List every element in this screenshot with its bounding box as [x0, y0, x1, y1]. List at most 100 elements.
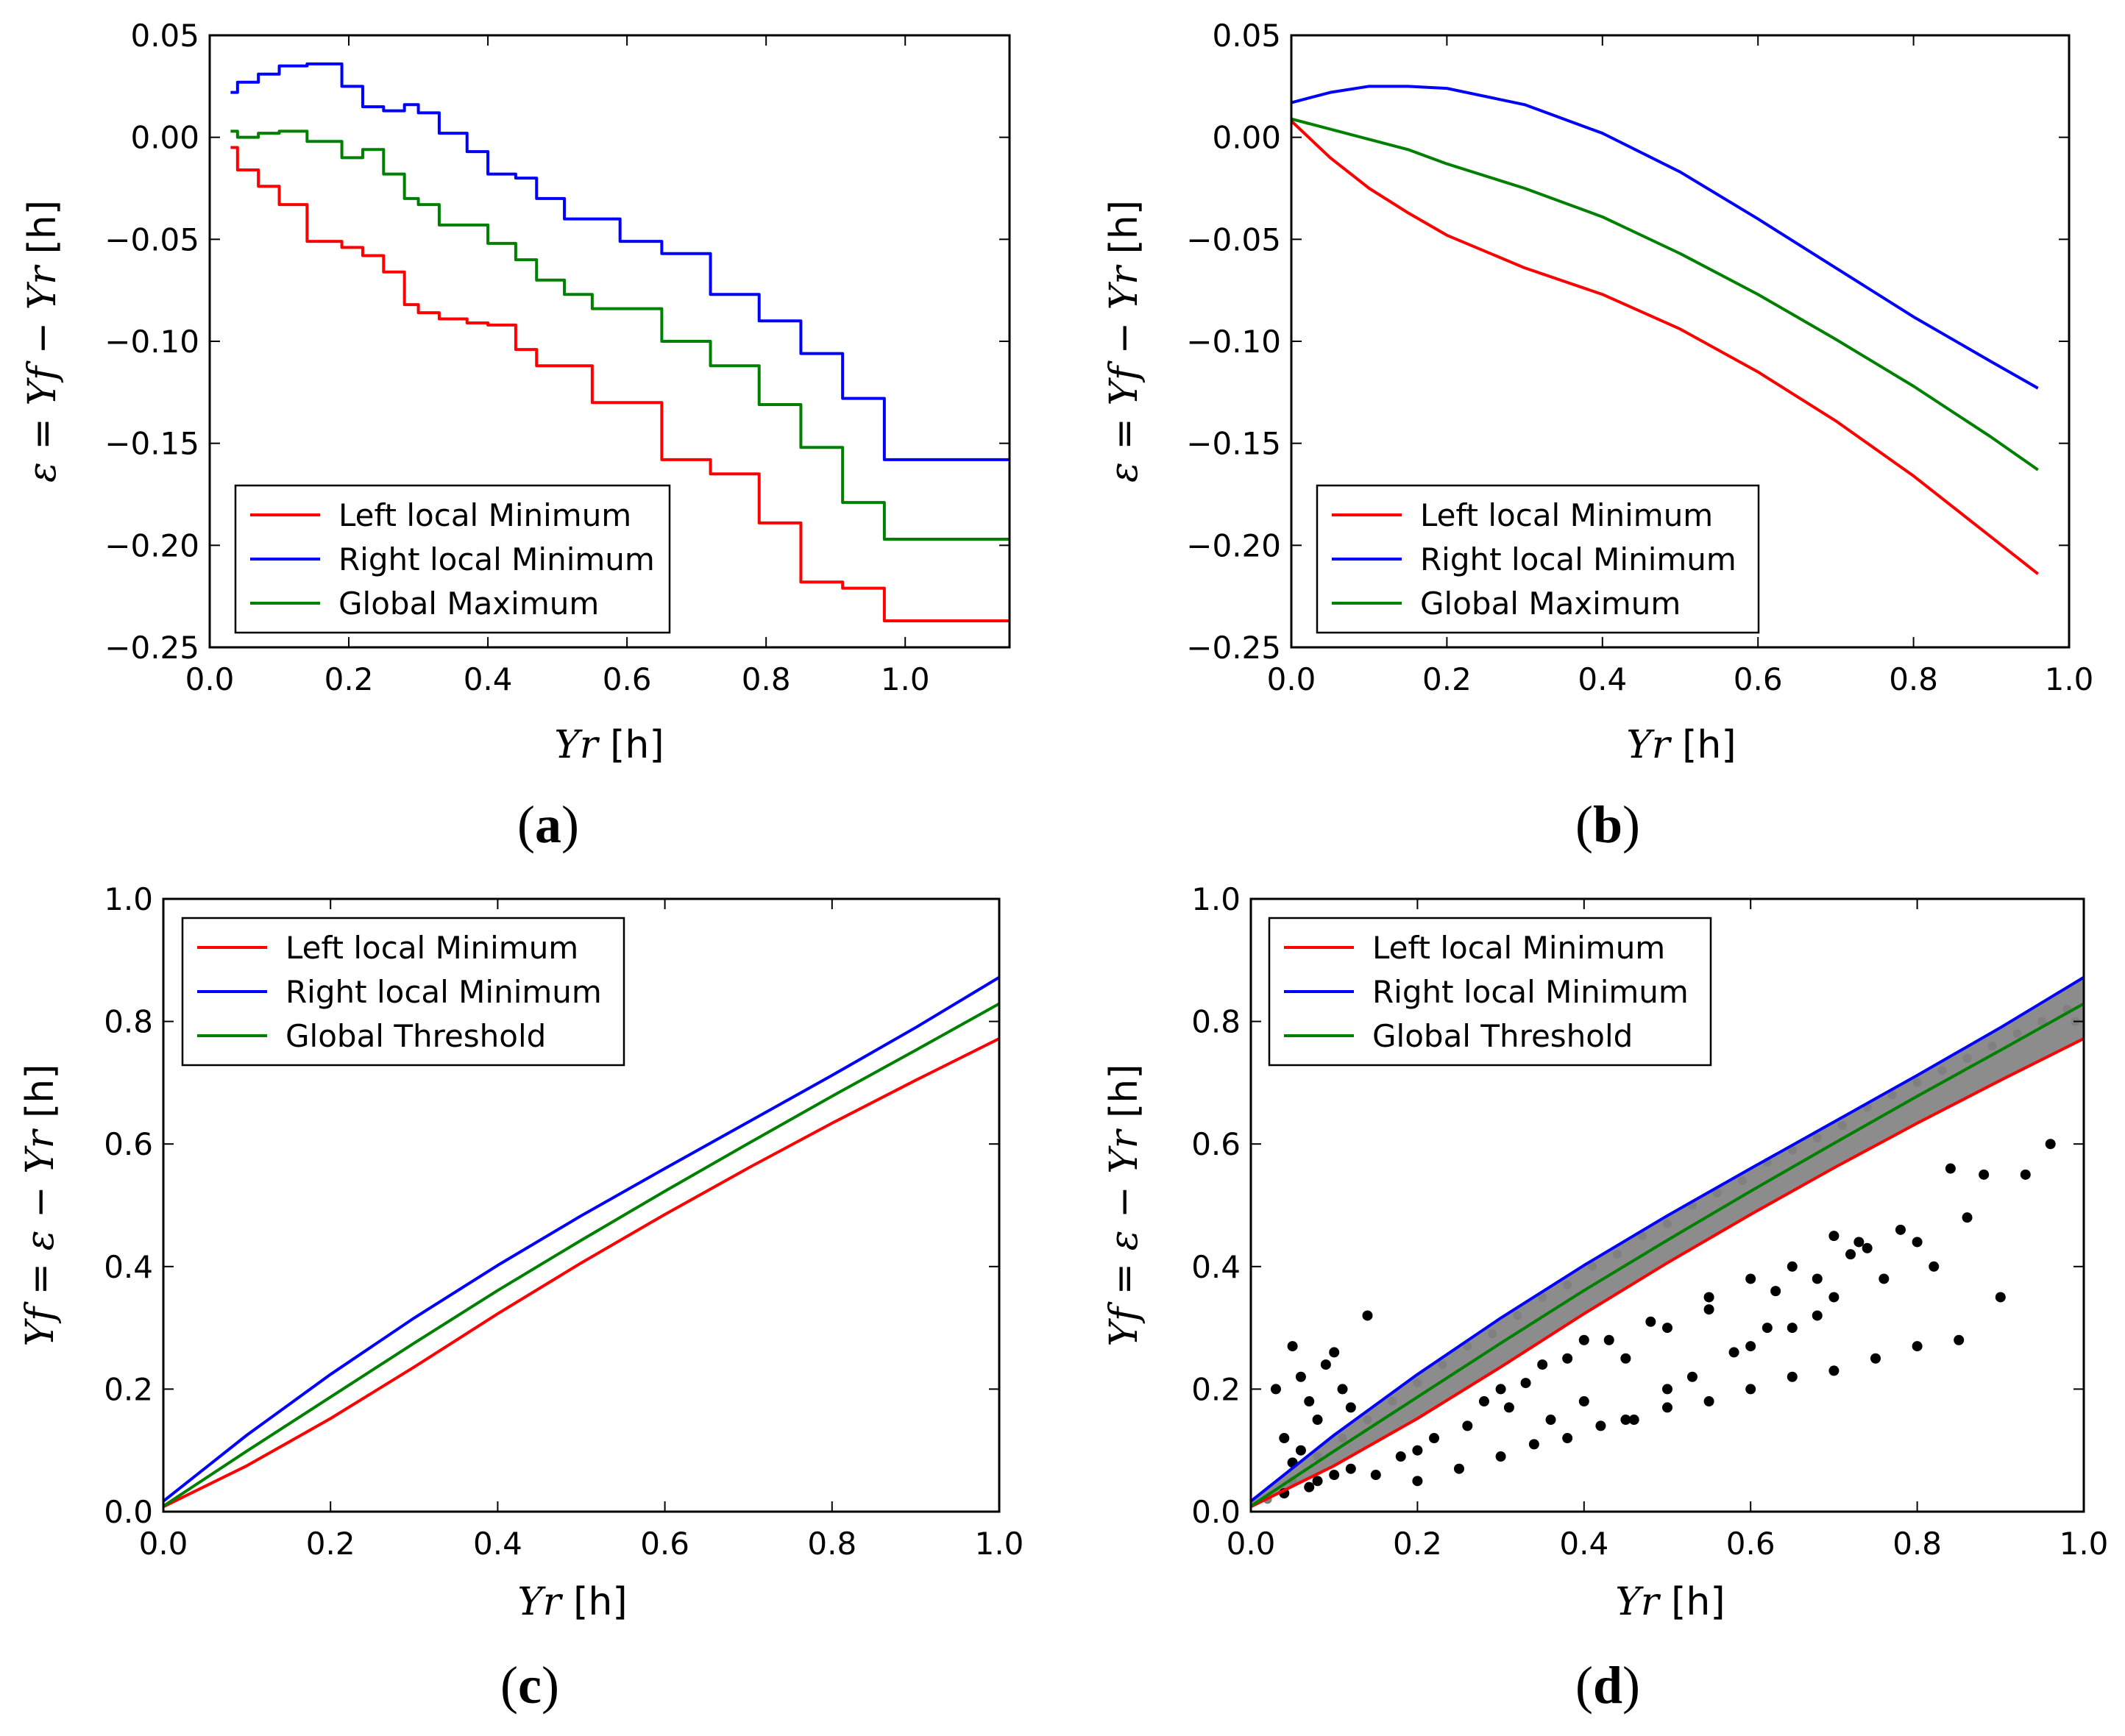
y-tick-label: 0.0: [104, 1494, 153, 1530]
outlier-point: [1853, 1237, 1865, 1248]
y-tick-label: −0.20: [1186, 527, 1281, 563]
outlier-point: [1870, 1353, 1881, 1364]
y-tick-label: 0.8: [104, 1004, 153, 1040]
band-point: [1438, 1360, 1447, 1370]
outlier-point: [1395, 1451, 1406, 1462]
band-point: [1837, 1121, 1847, 1131]
x-tick-label: 1.0: [881, 661, 930, 697]
x-tick-label: 0.0: [139, 1526, 188, 1562]
outlier-point: [1762, 1323, 1773, 1334]
outlier-point: [1279, 1433, 1290, 1444]
x-tick-label: 0.2: [1422, 661, 1472, 697]
plot-content: [230, 62, 1010, 622]
outlier-point: [1320, 1359, 1331, 1370]
outlier-point: [1478, 1396, 1489, 1407]
outlier-point: [1578, 1334, 1589, 1345]
panel-caption: (d): [1575, 1656, 1640, 1715]
y-tick-label: −0.05: [104, 221, 199, 257]
outlier-point: [1662, 1402, 1672, 1413]
outlier-point: [1812, 1310, 1823, 1321]
x-tick-label: 0.6: [1734, 661, 1783, 697]
outlier-point: [1912, 1341, 1923, 1352]
y-tick-label: 0.00: [1212, 120, 1281, 156]
panel-b: 0.0 0.2 0.4 0.6 0.8 1.0 0.05 0.00 −0.05 −0.10 −0.1…: [1102, 18, 2093, 854]
outlier-point: [1862, 1242, 1873, 1253]
outlier-point: [1454, 1463, 1464, 1474]
legend-label: Global Threshold: [285, 1018, 546, 1054]
legend-label: Left local Minimum: [1420, 497, 1713, 533]
band-point: [2037, 1017, 2047, 1026]
panel-caption: (b): [1575, 795, 1640, 854]
x-axis-label: Yr [h]: [517, 1580, 627, 1624]
series-line-left-local-minimum: [163, 1037, 999, 1509]
series-line-right-local-minimum: [163, 975, 999, 1503]
series-line-left-local-minimum: [1291, 120, 2039, 575]
outlier-point: [1295, 1371, 1306, 1382]
legend: Left local Minimum Right local Minimum Glo…: [1316, 484, 1760, 634]
x-tick-label: 0.8: [1889, 661, 1938, 697]
y-tick-label: 0.4: [1191, 1249, 1241, 1285]
axes-frame: [1249, 897, 2085, 1513]
x-tick-label: 0.8: [1892, 1526, 1942, 1562]
panel-caption: (a): [517, 795, 579, 854]
outlier-point: [1362, 1310, 1373, 1321]
outlier-point: [1703, 1396, 1714, 1407]
plot-content: [163, 975, 999, 1509]
y-tick-label: −0.15: [104, 426, 199, 462]
outlier-point: [1745, 1384, 1756, 1395]
band-point: [1388, 1397, 1397, 1406]
outlier-point: [1995, 1292, 2006, 1303]
outlier-point: [1787, 1323, 1798, 1334]
y-axis-label: Yf = ε − Yr [h]: [18, 1064, 63, 1346]
x-axis-label: Yr [h]: [1615, 1580, 1725, 1624]
y-tick-label: 1.0: [104, 881, 153, 917]
outlier-point: [1662, 1384, 1672, 1395]
band-point: [1313, 1452, 1322, 1462]
y-tick-label: 0.00: [130, 120, 199, 156]
band-point: [1962, 1053, 1972, 1063]
y-axis-label: ε = Yf − Yr [h]: [1102, 200, 1146, 483]
y-axis-label: ε = Yf − Yr [h]: [21, 200, 65, 483]
x-tick-label: 0.6: [603, 661, 652, 697]
band-point: [1463, 1342, 1472, 1351]
x-tick-label: 0.6: [640, 1526, 689, 1562]
outlier-point: [2020, 1169, 2031, 1180]
y-tick-label: 0.4: [104, 1249, 153, 1285]
series-line-global-threshold: [1251, 1002, 2084, 1508]
x-tick-label: 0.0: [1227, 1526, 1276, 1562]
outlier-point: [1537, 1359, 1548, 1370]
outlier-point: [1562, 1353, 1573, 1364]
outlier-point: [1495, 1451, 1506, 1462]
x-axis-label: Yr [h]: [1626, 723, 1736, 767]
x-tick-label: 0.2: [324, 661, 374, 697]
panel-c: 0.0 0.2 0.4 0.6 0.8 1.0 0.0 0.2 0.4 0.6 0.8 1.0 Yr […: [18, 881, 1024, 1715]
band-point: [1363, 1415, 1372, 1425]
panel-a: 0.0 0.2 0.4 0.6 0.8 1.0 0.05 0.00 −0.05 −0.10 −0.1…: [21, 18, 1011, 854]
outlier-point: [1462, 1420, 1473, 1431]
band-point: [1663, 1219, 1672, 1228]
y-tick-label: −0.10: [104, 324, 199, 360]
outlier-point: [1345, 1402, 1356, 1413]
band-point: [1987, 1041, 1997, 1050]
outlier-point: [1312, 1476, 1323, 1487]
outlier-point: [1412, 1476, 1423, 1487]
x-tick-label: 0.2: [1393, 1526, 1442, 1562]
legend-label: Left local Minimum: [1372, 930, 1665, 966]
x-tick-label: 0.8: [807, 1526, 856, 1562]
outlier-point: [1520, 1378, 1531, 1389]
legend-label: Global Maximum: [338, 586, 599, 622]
outlier-point: [1345, 1463, 1356, 1474]
x-tick-label: 1.0: [2045, 661, 2094, 697]
x-tick-label: 0.8: [742, 661, 791, 697]
y-tick-label: 1.0: [1191, 881, 1241, 917]
outlier-point: [1595, 1420, 1606, 1431]
outlier-point: [1645, 1316, 1656, 1327]
outlier-point: [1495, 1384, 1506, 1395]
x-tick-label: 1.0: [975, 1526, 1024, 1562]
outlier-point: [1287, 1341, 1298, 1352]
y-tick-label: −0.25: [104, 630, 199, 666]
y-tick-label: 0.6: [104, 1126, 153, 1162]
band-point: [1613, 1250, 1622, 1259]
outlier-point: [1270, 1384, 1281, 1395]
legend: Left local Minimum Right local Minimum Glo…: [1268, 917, 1712, 1067]
